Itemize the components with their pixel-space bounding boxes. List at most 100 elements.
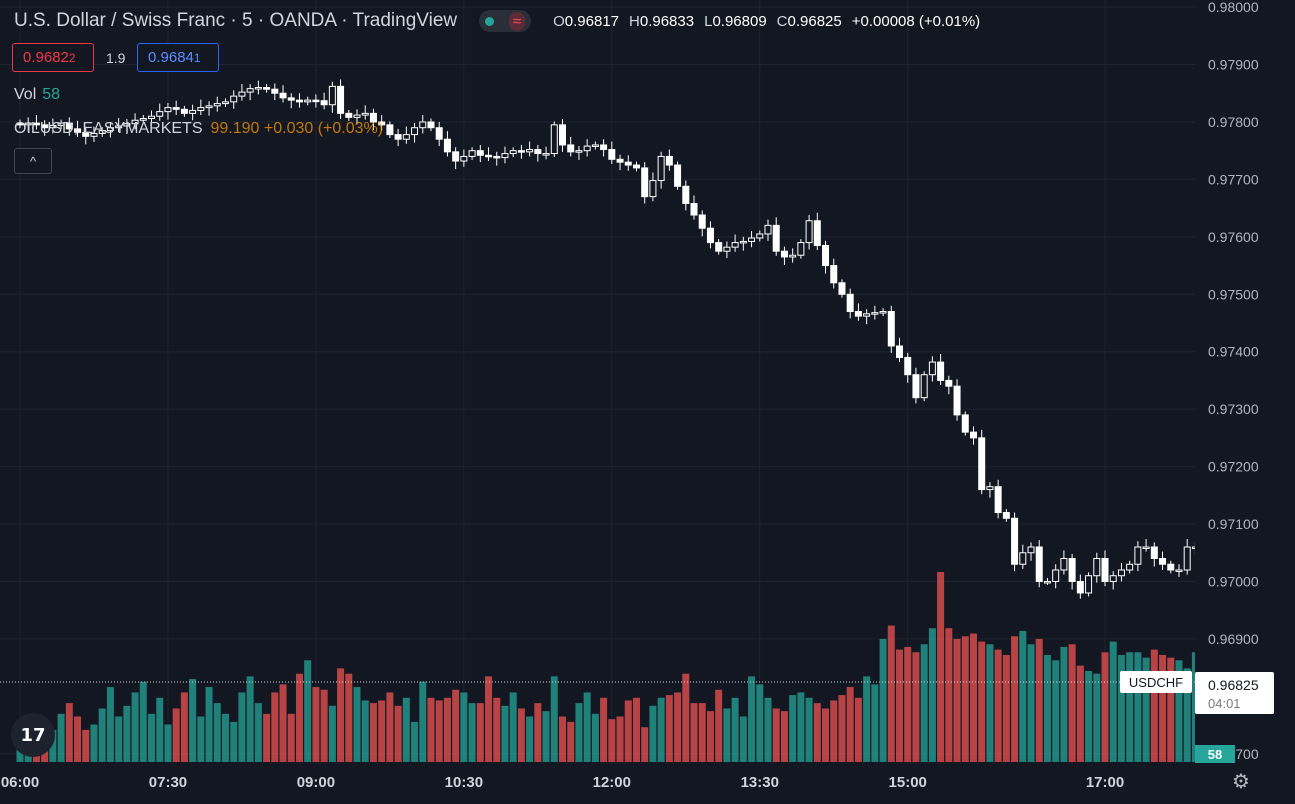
gear-icon[interactable]: ⚙ [1232,769,1250,793]
candle-body [90,132,98,137]
volume-bar [764,697,772,762]
volume-bar [953,638,961,762]
candle-body [920,374,928,399]
compare-symbol: OILUSD, EASYMARKETS [14,120,203,137]
candle-body [361,112,369,116]
volume-bar [411,721,419,762]
candle-body [509,150,517,155]
volume-bar [238,692,246,762]
candle-body [156,111,164,117]
volume-bar [394,705,402,762]
volume-bar [748,676,756,762]
ask-price: 0.9684 [148,49,194,66]
candle-body [1043,580,1051,584]
candle-body [16,122,24,126]
candle-body [139,118,147,121]
candle-body [1060,557,1068,571]
volume-bar [180,692,188,762]
volume-bar [805,697,813,762]
x-tick-label: 10:30 [445,774,483,791]
volume-bar [624,700,632,762]
volume-bar [1060,646,1068,762]
candle-body [608,149,616,160]
candle-body [435,127,443,140]
candle-body [1109,575,1117,582]
candle-body [978,437,986,491]
candle-body [657,155,665,182]
y-tick-label: 0.97200 [1208,459,1259,475]
volume-bar [468,703,476,762]
volume-bar [57,713,65,762]
volume-label: Vol [14,86,37,103]
volume-bar [213,703,221,762]
sell-button[interactable]: 0.9682 2 [12,43,94,72]
candle-body [706,227,714,244]
candle-body [254,87,262,90]
candle-body [197,107,205,111]
candle-body [172,107,180,110]
volume-bar [189,679,197,762]
candle-body [427,121,435,129]
volume-bar [493,697,501,762]
candle-body [912,374,920,399]
collapse-legend-button[interactable]: ^ [14,148,52,174]
candle-body [559,124,566,146]
volume-bar [98,708,106,762]
volume-bar [304,660,312,762]
volume-legend[interactable]: Vol 58 [14,86,60,104]
candle-body [871,312,879,315]
volume-bar [254,703,262,762]
candle-body [468,150,476,157]
candle-body [1027,546,1035,554]
volume-bar [1002,654,1010,762]
candle-body [723,246,731,252]
candle-body [986,486,994,491]
volume-bar [600,697,608,762]
volume-bar [830,700,838,762]
volume-bar [337,668,345,762]
volume-bar [1159,654,1167,762]
candle-body [460,155,468,162]
volume-bar [871,684,879,762]
candle-body [230,95,238,103]
market-status-toggle[interactable]: ≈ [479,10,532,32]
candle-body [1159,557,1167,565]
volume-bar [616,716,624,762]
candle-body [123,123,131,127]
volume-bar [641,727,649,762]
volume-bar [756,684,764,762]
volume-bar [345,673,353,762]
candle-body [517,150,525,153]
time-axis[interactable]: 06:00 07:30 09:00 10:30 12:00 13:30 15:00 17:00 [0,762,1295,804]
volume-bar [846,687,854,762]
candlesticks [16,79,1295,683]
buy-button[interactable]: 0.9684 1 [137,43,219,72]
volume-bar [723,708,731,762]
candle-body [295,99,303,103]
candle-body [624,161,632,166]
candle-body [715,242,723,252]
volume-bar [1126,652,1134,762]
x-tick-label: 07:30 [149,774,187,791]
volume-bar [435,700,443,762]
volume-bar [1085,671,1093,762]
volume-bar [1076,665,1084,762]
candle-body [928,361,936,376]
candle-body [476,150,484,156]
candle-body [632,164,640,169]
candle-body [82,131,90,137]
tradingview-logo[interactable]: 17 [11,713,55,757]
compare-legend[interactable]: OILUSD, EASYMARKETS 99.190 +0.030 (+0.03%… [14,120,383,138]
symbol-title[interactable]: U.S. Dollar / Swiss Franc · 5 · OANDA · … [14,10,458,31]
candle-body [1035,546,1043,582]
price-axis[interactable]: 0.98000 0.97900 0.97800 0.97700 0.97600 0.975… [1195,0,1295,804]
volume-bar [961,636,969,762]
candle-body [1085,575,1093,594]
candle-body [822,244,830,267]
candle-body [863,313,871,317]
volume-bar [813,703,821,762]
volume-bar [986,644,994,762]
candle-body [369,112,377,123]
candle-body [1052,569,1060,582]
